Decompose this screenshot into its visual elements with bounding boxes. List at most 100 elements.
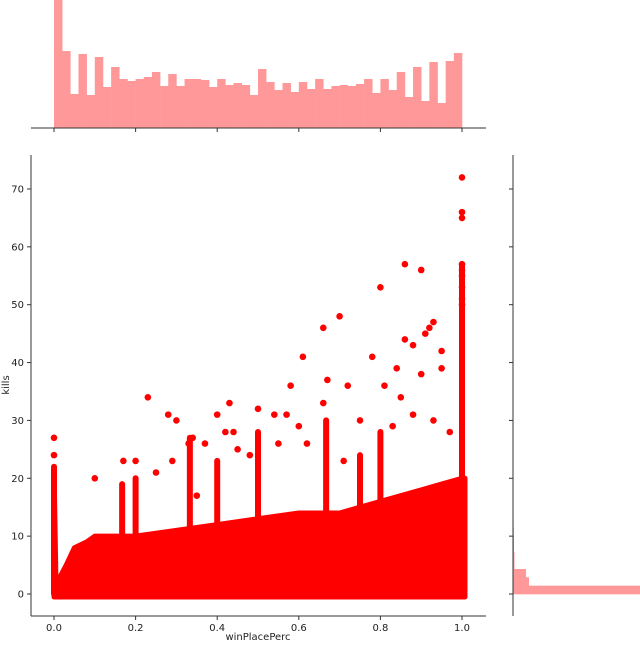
scatter-point: [459, 209, 466, 216]
top-histogram-bar: [209, 87, 217, 128]
top-histogram-bar: [70, 94, 78, 128]
scatter-point: [185, 440, 192, 447]
scatter-point: [296, 423, 303, 430]
top-histogram-bar: [429, 62, 437, 128]
y-tick-label: 60: [11, 242, 24, 253]
scatter-point: [132, 458, 139, 465]
x-tick-label: 0.6: [291, 623, 307, 634]
scatter-point: [426, 325, 433, 332]
scatter-point: [92, 475, 99, 482]
scatter-point: [459, 284, 466, 291]
right-histogram-bar: [513, 577, 529, 586]
top-histogram-bar: [225, 85, 233, 128]
top-histogram-bar: [119, 79, 127, 128]
scatter-point: [247, 452, 254, 459]
scatter-point: [459, 301, 466, 308]
right-histogram-bar: [513, 569, 526, 578]
top-histogram-bar: [217, 79, 225, 128]
scatter-point: [202, 440, 209, 447]
top-histogram-bar: [176, 86, 184, 128]
scatter-point: [430, 417, 437, 424]
scatter-point: [381, 382, 388, 389]
scatter-point: [173, 417, 180, 424]
y-tick-label: 0: [18, 590, 24, 601]
y-tick-label: 40: [11, 358, 24, 369]
top-histogram-bar: [168, 74, 176, 128]
top-histogram-bar: [438, 103, 446, 128]
top-histogram-bar: [95, 57, 103, 128]
scatter-point: [377, 284, 384, 291]
top-histogram-bar: [274, 90, 282, 128]
scatter-point: [446, 429, 453, 436]
top-histogram-bar: [62, 51, 70, 128]
scatter-point: [418, 371, 425, 378]
scatter-point: [234, 446, 241, 453]
top-histogram-bar: [380, 79, 388, 128]
top-histogram-bar: [291, 92, 299, 128]
scatter-point: [418, 267, 425, 274]
top-histogram-bar: [111, 67, 119, 128]
scatter-point: [410, 411, 417, 418]
scatter-point: [340, 458, 347, 465]
top-histogram-bar: [266, 82, 274, 128]
scatter-point: [230, 429, 237, 436]
scatter-point: [336, 313, 343, 320]
top-histogram-bar: [372, 93, 380, 128]
top-histogram-bar: [152, 72, 160, 128]
scatter-point: [430, 319, 437, 326]
scatter-point: [165, 411, 172, 418]
top-histogram-bar: [364, 79, 372, 128]
top-histogram-bar: [201, 80, 209, 128]
right-histogram: [513, 494, 640, 594]
y-tick-label: 10: [11, 532, 24, 543]
top-histogram-bar: [299, 82, 307, 128]
top-histogram-bar: [397, 72, 405, 128]
scatter-point: [145, 394, 152, 401]
top-histogram-bar: [127, 81, 135, 128]
top-histogram-bar: [250, 95, 258, 128]
scatter-point: [459, 215, 466, 222]
scatter-point: [320, 400, 327, 407]
scatter-point: [120, 458, 127, 465]
y-tick-label: 50: [11, 300, 24, 311]
top-histogram-bar: [340, 85, 348, 128]
top-histogram-bar: [193, 79, 201, 128]
top-histogram-bar: [348, 86, 356, 128]
top-histogram-bar: [413, 67, 421, 128]
scatter-point: [398, 394, 405, 401]
scatter-point: [226, 400, 233, 407]
scatter-point: [422, 330, 429, 337]
top-histogram: [54, 0, 462, 128]
top-histogram-bar: [389, 90, 397, 128]
top-histogram-bar: [454, 53, 462, 128]
top-histogram-bar: [234, 83, 242, 128]
scatter-point: [189, 434, 196, 441]
scatter-point: [369, 353, 376, 360]
scatter-point: [320, 325, 327, 332]
scatter-point: [222, 429, 229, 436]
scatter-point: [438, 365, 445, 372]
top-histogram-bar: [446, 61, 454, 128]
y-tick-label: 30: [11, 416, 24, 427]
scatter-point: [194, 492, 201, 499]
scatter-point: [459, 174, 466, 181]
scatter-point: [459, 267, 466, 274]
top-histogram-bar: [54, 0, 62, 128]
scatter-point: [275, 440, 282, 447]
top-histogram-bar: [356, 84, 364, 128]
top-histogram-bar: [331, 86, 339, 128]
scatter-point: [389, 423, 396, 430]
top-histogram-bar: [136, 79, 144, 128]
x-tick-label: 0.0: [46, 623, 62, 634]
scatter-point: [402, 336, 409, 343]
scatter-point: [304, 440, 311, 447]
y-axis-label: kills: [1, 375, 12, 394]
scatter-point: [153, 469, 160, 476]
scatter-point: [410, 342, 417, 349]
scatter-point: [344, 382, 351, 389]
scatter-point: [300, 353, 307, 360]
scatter-point: [271, 411, 278, 418]
x-tick-label: 0.8: [372, 623, 388, 634]
scatter-point: [283, 411, 290, 418]
x-tick-label: 0.2: [128, 623, 144, 634]
